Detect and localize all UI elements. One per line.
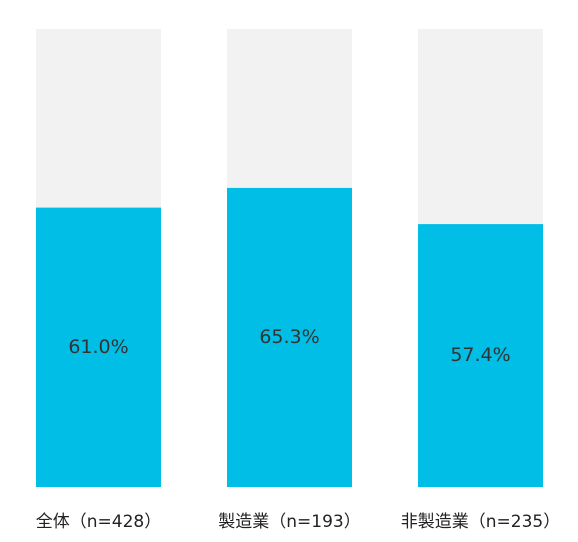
- value-label: 61.0%: [68, 336, 128, 358]
- value-label: 65.3%: [259, 326, 319, 348]
- bar: [36, 207, 161, 487]
- x-tick-label: 全体（n=428）: [36, 512, 161, 532]
- bar: [227, 187, 352, 487]
- x-tick-label: 非製造業（n=235）: [401, 512, 560, 532]
- value-label: 57.4%: [450, 344, 510, 366]
- x-tick-label: 製造業（n=193）: [218, 512, 360, 532]
- bar: [418, 224, 543, 487]
